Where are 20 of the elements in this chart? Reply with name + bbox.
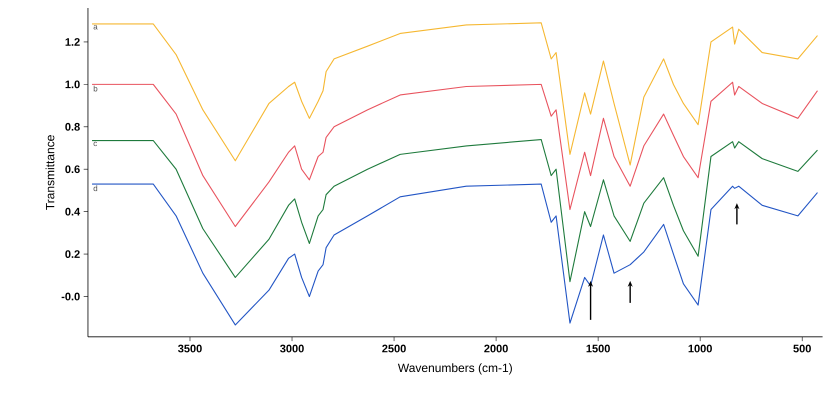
- x-tick-label: 500: [793, 344, 811, 353]
- y-tick-label: 1.2: [66, 38, 80, 46]
- y-tick-label: 1.0: [66, 80, 80, 88]
- y-tick-label: -0.0: [62, 292, 80, 301]
- line-series: [91, 82, 818, 228]
- y-tick-label: 0.6: [65, 165, 80, 174]
- line-series: [91, 22, 818, 166]
- x-tick-label: 3500: [178, 344, 202, 353]
- x-tick-label: 1000: [688, 344, 712, 353]
- x-tick-label: 1500: [586, 344, 610, 353]
- x-tick-label: 3000: [280, 344, 304, 353]
- y-tick-label: 0.8: [65, 123, 80, 131]
- x-tick-label: 2000: [484, 344, 508, 353]
- x-axis-title: Wavenumbers (cm-1): [398, 363, 512, 375]
- line-series: [91, 139, 818, 282]
- y-tick-label: 0.2: [65, 250, 80, 258]
- y-axis-title: Transmittance: [46, 135, 54, 210]
- y-tick-label: 0.4: [65, 208, 80, 216]
- x-tick-label: 2500: [382, 344, 406, 353]
- line-series: [91, 184, 818, 326]
